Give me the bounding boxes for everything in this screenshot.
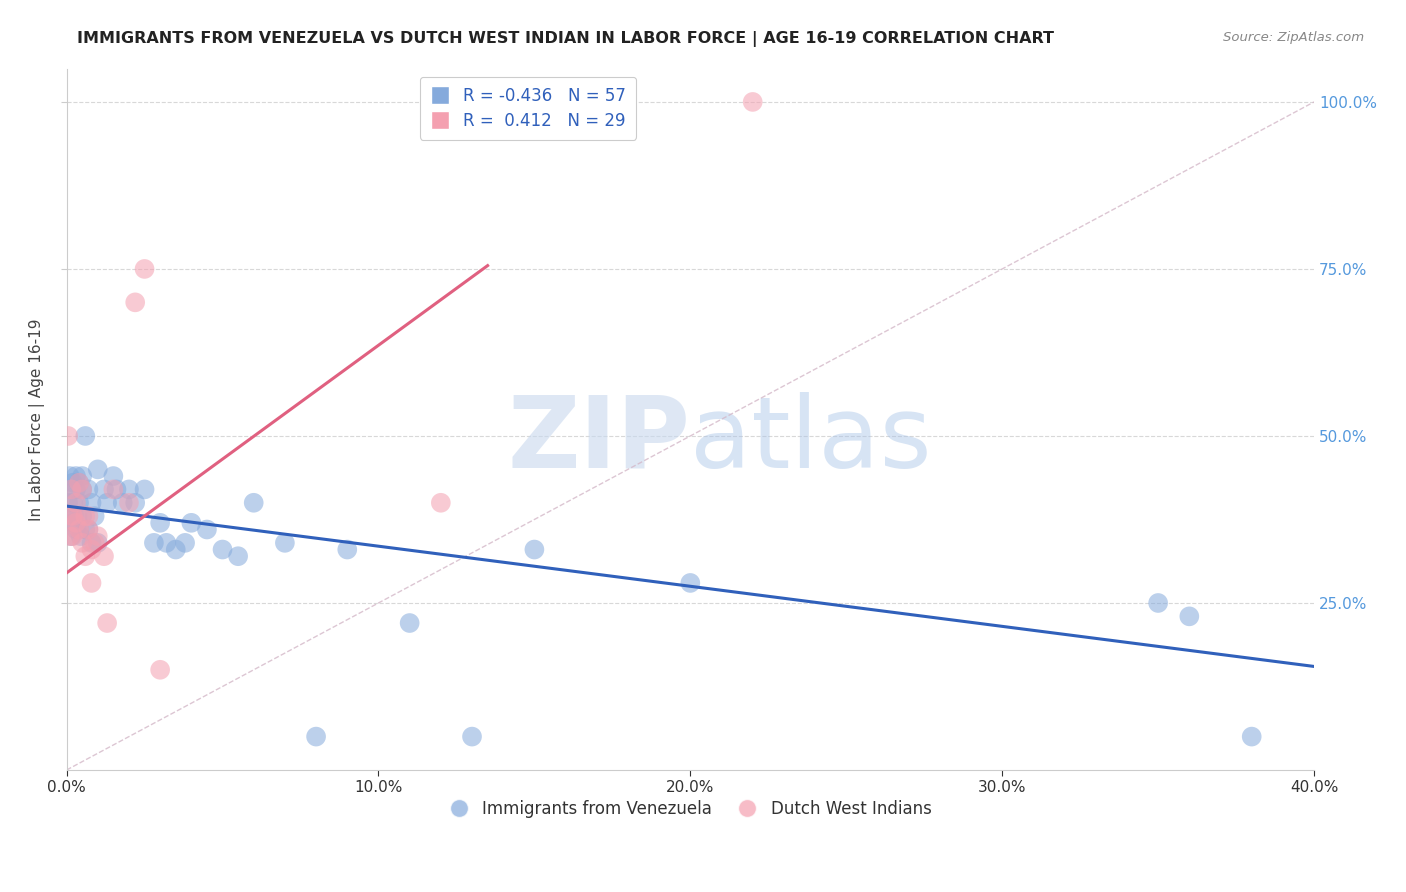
Point xyxy=(96,496,118,510)
Point xyxy=(155,536,177,550)
Point xyxy=(66,509,89,524)
Point xyxy=(149,516,172,530)
Point xyxy=(96,615,118,630)
Legend: Immigrants from Venezuela, Dutch West Indians: Immigrants from Venezuela, Dutch West In… xyxy=(443,794,938,825)
Point xyxy=(63,509,86,524)
Point xyxy=(149,663,172,677)
Point xyxy=(75,523,97,537)
Point xyxy=(461,730,484,744)
Text: atlas: atlas xyxy=(690,392,932,489)
Point xyxy=(75,509,97,524)
Point xyxy=(142,536,165,550)
Point xyxy=(80,496,103,510)
Point xyxy=(70,536,93,550)
Point xyxy=(59,509,82,524)
Point xyxy=(62,475,84,490)
Point xyxy=(679,576,702,591)
Point xyxy=(69,529,91,543)
Point xyxy=(103,469,125,483)
Point xyxy=(103,483,125,497)
Point xyxy=(65,483,87,497)
Point xyxy=(118,483,141,497)
Point xyxy=(124,496,146,510)
Point xyxy=(77,523,100,537)
Point xyxy=(398,615,420,630)
Point xyxy=(62,529,84,543)
Point xyxy=(59,509,82,524)
Point xyxy=(134,262,156,277)
Point xyxy=(80,542,103,557)
Point xyxy=(1178,609,1201,624)
Point xyxy=(80,576,103,591)
Point xyxy=(87,529,110,543)
Point xyxy=(67,496,90,510)
Point xyxy=(226,549,249,564)
Point xyxy=(67,523,90,537)
Point xyxy=(62,509,84,524)
Point xyxy=(111,496,134,510)
Point xyxy=(62,516,84,530)
Point xyxy=(174,536,197,550)
Point xyxy=(1147,596,1170,610)
Point xyxy=(1240,730,1263,744)
Point xyxy=(60,483,83,497)
Point xyxy=(124,295,146,310)
Point xyxy=(134,483,156,497)
Point xyxy=(59,529,82,543)
Point xyxy=(77,509,100,524)
Point xyxy=(65,516,87,530)
Point xyxy=(62,496,84,510)
Point xyxy=(430,496,453,510)
Point xyxy=(274,536,297,550)
Point xyxy=(165,542,187,557)
Text: ZIP: ZIP xyxy=(508,392,690,489)
Point xyxy=(77,483,100,497)
Point xyxy=(83,536,105,550)
Point xyxy=(118,496,141,510)
Point xyxy=(83,509,105,524)
Text: IMMIGRANTS FROM VENEZUELA VS DUTCH WEST INDIAN IN LABOR FORCE | AGE 16-19 CORREL: IMMIGRANTS FROM VENEZUELA VS DUTCH WEST … xyxy=(77,31,1054,47)
Point xyxy=(195,523,218,537)
Point xyxy=(67,475,90,490)
Point xyxy=(59,469,82,483)
Point xyxy=(70,469,93,483)
Y-axis label: In Labor Force | Age 16-19: In Labor Force | Age 16-19 xyxy=(30,318,45,521)
Point xyxy=(67,475,90,490)
Point xyxy=(70,483,93,497)
Point xyxy=(80,536,103,550)
Point xyxy=(180,516,202,530)
Point xyxy=(67,523,90,537)
Point xyxy=(70,509,93,524)
Point xyxy=(56,496,79,510)
Point xyxy=(65,496,87,510)
Point xyxy=(75,549,97,564)
Point xyxy=(87,536,110,550)
Point xyxy=(523,542,546,557)
Point xyxy=(305,730,328,744)
Point xyxy=(336,542,359,557)
Point xyxy=(70,483,93,497)
Point xyxy=(741,95,763,109)
Point xyxy=(65,523,87,537)
Point xyxy=(105,483,128,497)
Point xyxy=(65,469,87,483)
Point xyxy=(60,483,83,497)
Point xyxy=(77,523,100,537)
Point xyxy=(87,462,110,476)
Point xyxy=(75,429,97,443)
Point xyxy=(56,429,79,443)
Point xyxy=(93,483,115,497)
Text: Source: ZipAtlas.com: Source: ZipAtlas.com xyxy=(1223,31,1364,45)
Point xyxy=(60,529,83,543)
Point xyxy=(211,542,233,557)
Point xyxy=(242,496,264,510)
Point xyxy=(93,549,115,564)
